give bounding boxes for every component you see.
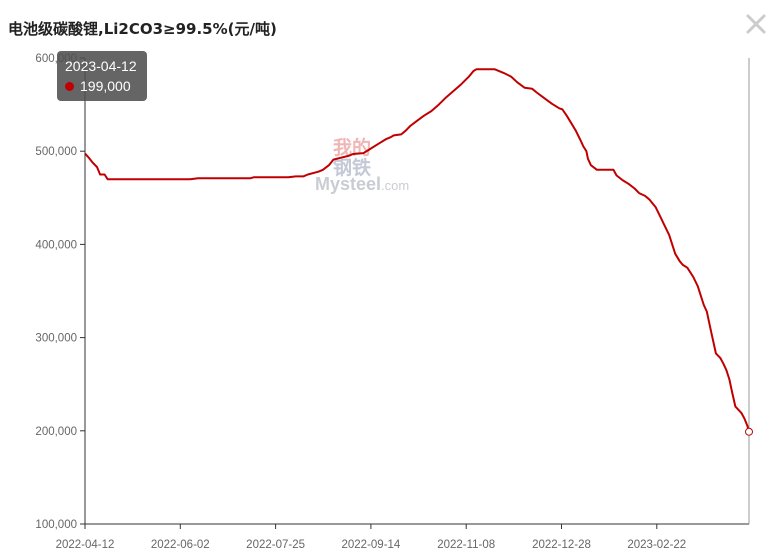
tooltip-marker	[65, 81, 74, 91]
tooltip-value: 199,000	[80, 78, 131, 94]
x-tick-label: 2022-04-12	[56, 539, 115, 551]
chart-title: 电池级碳酸锂,Li2CO3≥99.5%(元/吨)	[8, 20, 277, 38]
y-tick-label: 200,000	[35, 426, 77, 438]
x-tick-label: 2023-02-22	[627, 539, 686, 551]
x-tick-label: 2022-06-02	[151, 539, 210, 551]
y-axis-ticks: 100,000200,000300,000400,000500,000600,0…	[35, 53, 85, 531]
x-tick-label: 2022-12-28	[532, 539, 591, 551]
chart-tooltip: 2023-04-12 199,000	[57, 51, 147, 101]
series-line	[84, 68, 750, 432]
x-tick-label: 2022-07-25	[246, 539, 305, 551]
x-axis-ticks: 2022-04-12 2022-06-02 2022-07-25 2022-09-14…	[56, 524, 686, 551]
y-tick-label: 500,000	[35, 146, 77, 158]
y-tick-label: 300,000	[35, 333, 77, 345]
close-button[interactable]	[744, 12, 768, 36]
last-point-marker[interactable]	[745, 427, 753, 436]
chart-axes	[84, 58, 750, 525]
close-icon	[746, 14, 766, 34]
chart-series	[84, 68, 753, 436]
x-tick-label: 2022-11-08	[437, 539, 495, 551]
y-tick-label: 400,000	[35, 239, 77, 251]
tooltip-row: 199,000	[65, 76, 139, 96]
tooltip-date: 2023-04-12	[65, 58, 137, 74]
x-tick-label: 2022-09-14	[341, 539, 400, 551]
y-tick-label: 100,000	[35, 519, 77, 531]
